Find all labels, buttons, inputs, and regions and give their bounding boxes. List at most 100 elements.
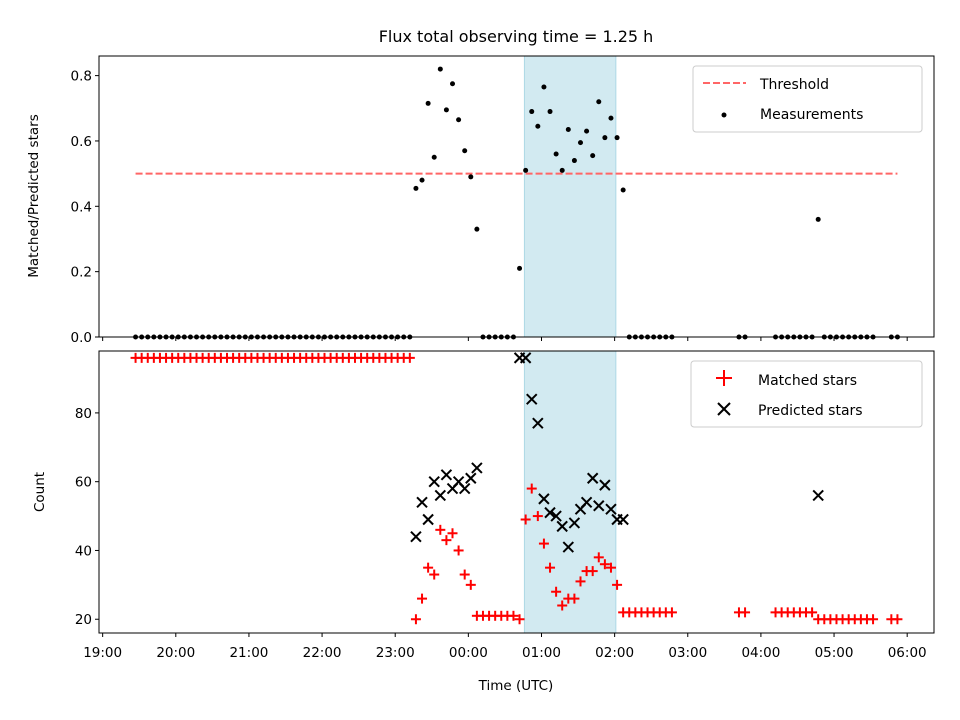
matched-star-point — [410, 614, 421, 625]
predicted-star-point — [586, 472, 599, 484]
predicted-star-point — [599, 479, 611, 491]
predicted-star-point — [617, 513, 629, 526]
predicted-star-point — [538, 493, 550, 505]
measurement-point — [413, 185, 419, 191]
top-legend: Threshold Measurements — [692, 65, 923, 133]
bottom-ytick-label: 40 — [75, 543, 92, 559]
predicted-star-point — [562, 541, 575, 553]
top-ytick-label: 0.0 — [71, 330, 92, 346]
predicted-star-point — [422, 513, 434, 526]
measurement-point — [425, 100, 431, 106]
matched-star-point — [892, 614, 903, 625]
matched-star-point — [520, 514, 531, 525]
predicted-star-point — [458, 482, 471, 495]
measurement-point — [577, 140, 583, 146]
predicted-star-point — [812, 489, 824, 502]
measurement-point — [419, 177, 425, 183]
measurement-point — [547, 109, 553, 115]
bottom-xtick-label: 03:00 — [668, 645, 707, 661]
bottom-xtick-label: 01:00 — [522, 645, 561, 661]
matched-star-point — [557, 600, 568, 611]
top-highlight-span — [523, 55, 617, 338]
bottom-axes-frame — [98, 350, 935, 634]
bottom-xtick-label: 21:00 — [229, 645, 268, 661]
matched-star-point — [465, 579, 476, 590]
matched-star-point — [569, 593, 580, 604]
measurement-point — [614, 135, 620, 141]
matched-star-point — [593, 552, 604, 563]
bottom-ytick-label: 80 — [75, 406, 92, 422]
matched-star-point — [551, 586, 562, 597]
predicted-star-point — [434, 489, 447, 502]
predicted-star-point — [550, 510, 562, 522]
matched-star-point — [740, 607, 751, 618]
legend-entry-predicted: Predicted stars — [758, 403, 863, 419]
bottom-panel: 20 40 60 80 19:00 20:00 21:00 22:00 23:00 00:00 0… — [32, 350, 935, 694]
measurement-point — [815, 216, 821, 222]
predicted-star-point — [440, 469, 453, 481]
bottom-xtick-label: 00:00 — [449, 645, 488, 661]
predicted-legend-swatch — [717, 402, 731, 416]
predicted-star-point — [526, 393, 538, 405]
bottom-xtick-label: 02:00 — [595, 645, 634, 661]
matched-star-point — [459, 569, 470, 580]
predicted-star-point — [465, 472, 477, 484]
matched-star-point — [605, 562, 616, 573]
top-ytick-label: 0.4 — [71, 199, 92, 215]
measurements-legend-swatch — [721, 112, 727, 118]
matched-star-point — [666, 607, 677, 618]
bottom-legend: Matched stars Predicted stars — [690, 360, 923, 428]
matched-star-point — [612, 579, 623, 590]
measurement-point — [608, 115, 614, 121]
matched-star-point — [508, 610, 519, 621]
matched-star-point — [423, 562, 434, 573]
bottom-highlight-span — [523, 350, 617, 634]
matched-star-point — [868, 614, 879, 625]
predicted-star-point — [605, 503, 617, 515]
matched-star-point — [404, 352, 415, 363]
matched-star-point — [599, 559, 610, 570]
measurement-point — [571, 158, 577, 164]
measurement-point — [523, 167, 529, 173]
measurement-point — [462, 148, 468, 154]
matched-star-point — [453, 545, 464, 556]
matched-star-point — [417, 593, 428, 604]
measurement-point — [437, 66, 443, 72]
measurement-point — [431, 154, 437, 160]
measurement-point — [559, 167, 565, 173]
top-legend-box — [692, 65, 923, 133]
predicted-star-point — [471, 462, 483, 474]
bottom-xtick-label: 22:00 — [303, 645, 342, 661]
predicted-star-point — [532, 417, 544, 429]
matched-star-point — [538, 538, 549, 549]
bottom-ylabel: Count — [32, 472, 48, 512]
matched-star-point — [545, 562, 556, 573]
top-panel: Flux total observing time = 1.25 h 0.0 0.… — [26, 27, 935, 346]
matched-star-point — [435, 524, 446, 535]
matched-legend-swatch — [716, 370, 732, 386]
matched-star-point — [441, 535, 452, 546]
measurement-point — [602, 135, 608, 141]
matched-star-point — [447, 528, 458, 539]
measurement-point — [535, 123, 541, 129]
measurement-point — [450, 81, 456, 87]
top-ytick-label: 0.6 — [71, 134, 92, 150]
predicted-star-point — [568, 517, 581, 529]
top-ytick-label: 0.2 — [71, 265, 92, 281]
measurement-point — [553, 151, 559, 157]
predicted-star-point — [416, 496, 428, 509]
predicted-star-point — [544, 506, 556, 519]
bottom-xtick-label: 23:00 — [376, 645, 415, 661]
measurement-point — [468, 174, 474, 180]
top-axes-frame — [98, 55, 935, 338]
bottom-ytick-label: 20 — [75, 612, 92, 628]
measurement-point — [541, 84, 547, 90]
measurement-point — [565, 127, 571, 133]
measurement-point — [456, 117, 462, 123]
legend-entry-measurements: Measurements — [760, 107, 863, 123]
predicted-star-point — [410, 531, 422, 543]
matched-star-point — [526, 483, 537, 494]
measurement-point — [620, 187, 626, 193]
predicted-star-point — [593, 500, 605, 512]
